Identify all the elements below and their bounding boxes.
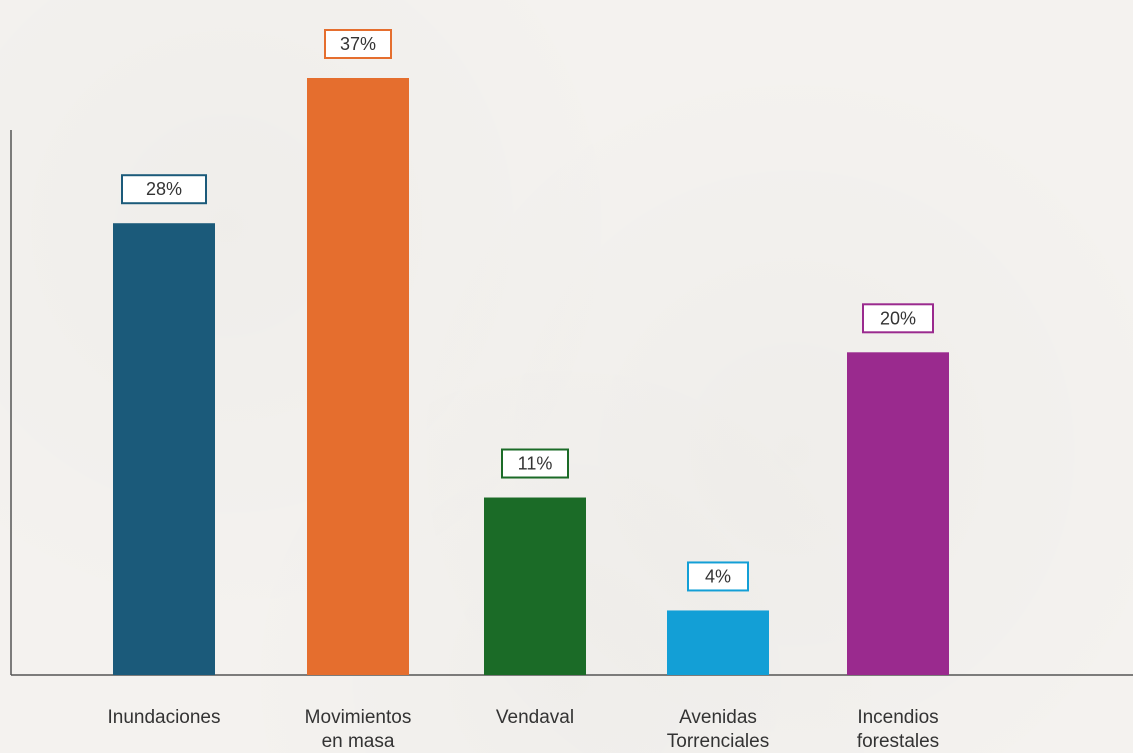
value-label-box-1 bbox=[324, 29, 392, 59]
value-labels-layer: 28% 37% 11% 4% 20% bbox=[121, 29, 934, 592]
value-label-box-2 bbox=[501, 448, 569, 479]
value-label-2: 11% bbox=[501, 448, 569, 479]
bar-4 bbox=[847, 352, 949, 675]
category-labels-layer: Inundaciones Movimientos en masa Vendaval Av… bbox=[107, 707, 939, 752]
category-label-0: Inundaciones bbox=[107, 707, 220, 728]
value-label-4: 20% bbox=[862, 303, 934, 334]
bar-1 bbox=[307, 78, 409, 675]
category-label-2: Vendaval bbox=[496, 707, 574, 728]
bar-2 bbox=[484, 497, 586, 675]
value-label-text-1: 37% bbox=[340, 34, 376, 54]
bar-3 bbox=[667, 610, 769, 675]
value-label-text-0: 28% bbox=[146, 179, 182, 199]
value-label-0: 28% bbox=[121, 174, 207, 205]
value-label-text-3: 4% bbox=[705, 566, 731, 586]
bars-layer bbox=[113, 78, 949, 675]
value-label-box-0 bbox=[121, 174, 207, 205]
value-label-text-4: 20% bbox=[880, 308, 916, 328]
value-label-1: 37% bbox=[324, 29, 392, 59]
category-label-1: Movimientos en masa bbox=[305, 707, 412, 752]
bar-0 bbox=[113, 223, 215, 675]
value-label-text-2: 11% bbox=[518, 454, 553, 474]
category-label-4: Incendios forestales bbox=[857, 707, 939, 752]
value-label-box-3 bbox=[687, 561, 749, 592]
value-label-3: 4% bbox=[687, 561, 749, 592]
category-label-3: Avenidas Torrenciales bbox=[667, 707, 769, 752]
value-label-box-4 bbox=[862, 303, 934, 334]
